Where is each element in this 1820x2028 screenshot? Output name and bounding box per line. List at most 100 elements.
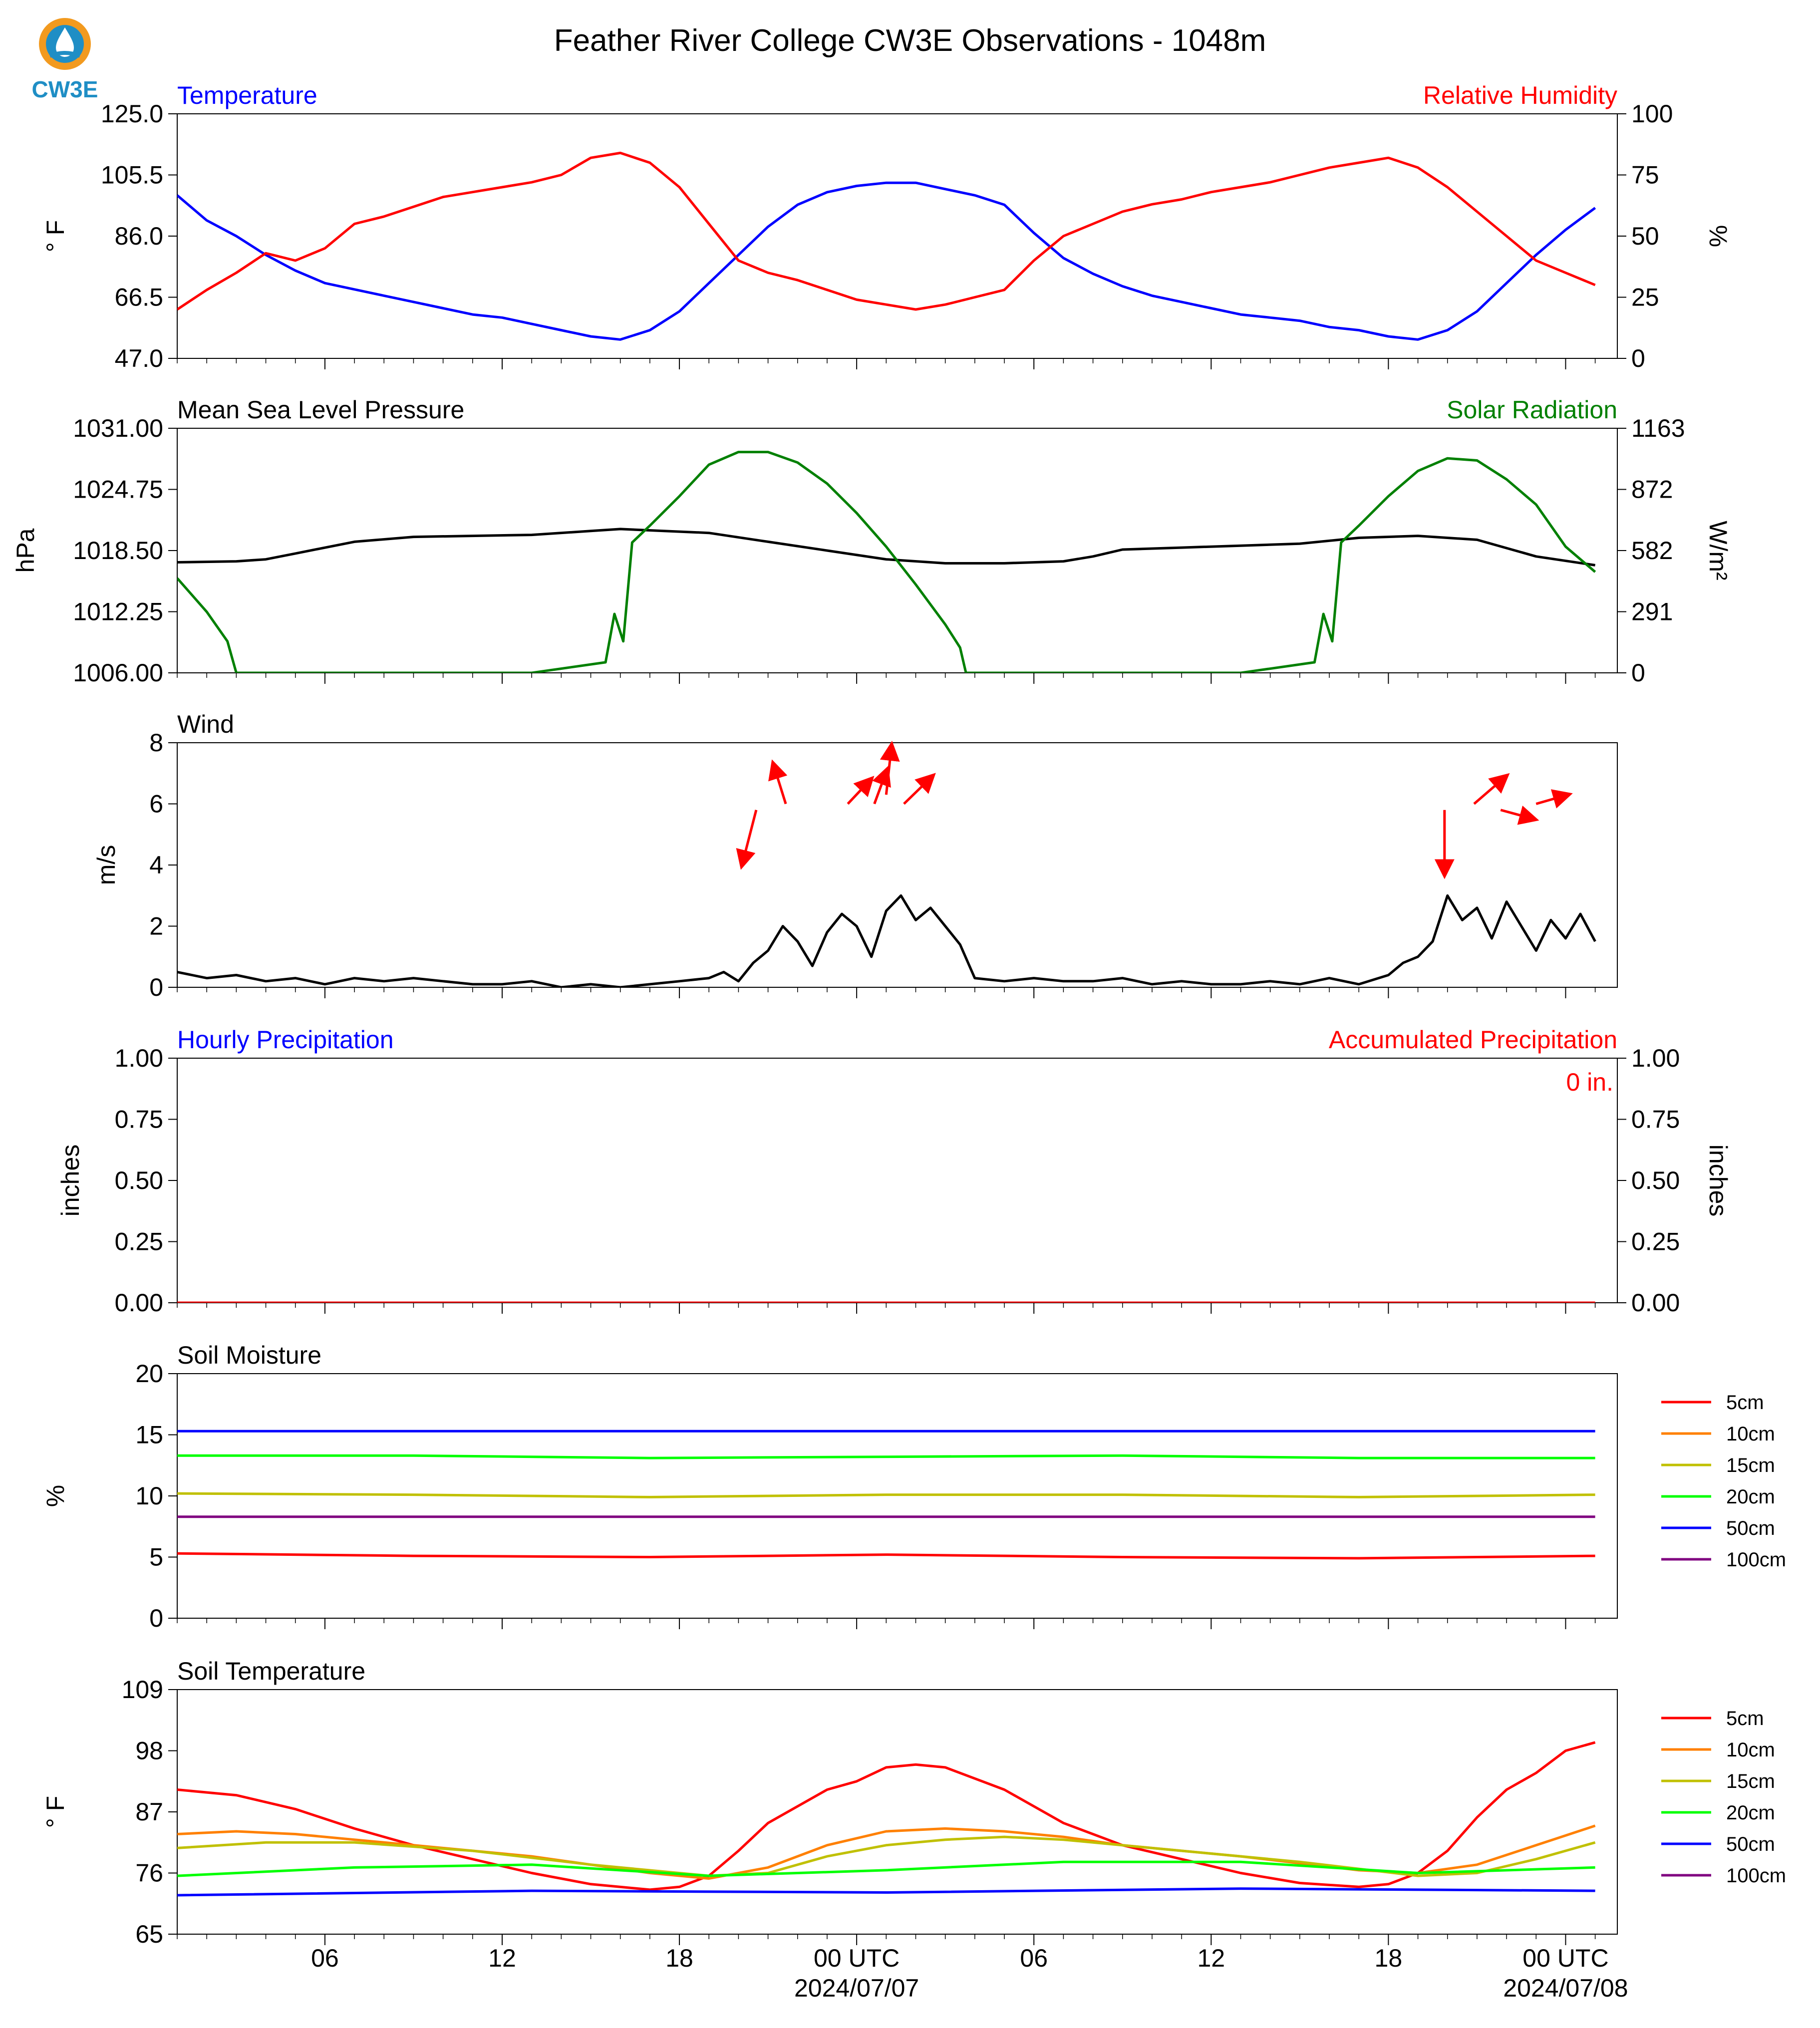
series-15cm-line (177, 1492, 1595, 1498)
panel-3: Wind 0 2 4 6 8 m/s (92, 710, 1618, 1001)
legend-label: 50cm (1726, 1517, 1775, 1539)
ytick-label-left: 0 (149, 1604, 163, 1632)
wind-arrow (903, 773, 936, 805)
panels: Temperature Relative Humidity 47.0 66.5 86.0… (11, 81, 1732, 1948)
ytick-label-left: 1012.25 (73, 598, 163, 626)
y-axis-label: m/s (92, 845, 120, 885)
series-20cm-line (177, 1860, 1595, 1877)
legend-label: 100cm (1726, 1865, 1786, 1887)
panel-1: Temperature Relative Humidity 47.0 66.5 86.0… (41, 81, 1732, 372)
panel-title-left: Soil Moisture (177, 1341, 321, 1369)
panel-6: Soil Temperature 65 76 87 98 109 ° F (41, 1657, 1618, 1948)
ytick-label-left: 47.0 (115, 344, 163, 372)
wind-arrow (1473, 773, 1510, 805)
ytick-label-right: 50 (1631, 222, 1659, 250)
figure-title: Feather River College CW3E Observations … (554, 23, 1266, 58)
ytick-label-left: 86.0 (115, 222, 163, 250)
ytick-label-left: 66.5 (115, 284, 163, 311)
legend-label: 5cm (1726, 1392, 1764, 1414)
date-label: 2024/07/07 (794, 1974, 919, 2002)
panel-title-left: Mean Sea Level Pressure (177, 396, 464, 424)
time-tick-label: 18 (665, 1944, 693, 1972)
ytick-label-right: 75 (1631, 161, 1659, 189)
logo-text: CW3E (32, 76, 98, 102)
series-20cm-line (177, 1454, 1595, 1459)
wind-arrow (872, 765, 891, 805)
panel-title-right: Accumulated Precipitation (1329, 1026, 1617, 1054)
soil-legend-2: 5cm 10cm 15cm 20cm 50cm 100cm (1661, 1708, 1786, 1887)
series-temperature-line (177, 181, 1596, 341)
ytick-label-left: 8 (149, 729, 163, 757)
time-tick-label: 00 UTC (814, 1944, 900, 1972)
series-wind-line (177, 894, 1596, 987)
ytick-label-right: 582 (1631, 537, 1673, 565)
ytick-label-left: 0 (149, 973, 163, 1001)
panel-2: Mean Sea Level Pressure Solar Radiation 10… (11, 396, 1732, 687)
ytick-label-right: 0.25 (1631, 1228, 1680, 1256)
ytick-label-left: 1024.75 (73, 476, 163, 504)
y-axis-label: % (41, 1485, 69, 1507)
y-axis-label: ° F (41, 1796, 69, 1828)
ytick-label-left: 15 (135, 1421, 163, 1449)
legend-label: 15cm (1726, 1454, 1775, 1476)
ytick-label-left: 10 (135, 1482, 163, 1510)
panel-5: Soil Moisture 0 5 10 15 20% (41, 1341, 1618, 1632)
ytick-label-right: 0 (1631, 659, 1645, 687)
time-tick-label: 06 (311, 1944, 339, 1972)
ytick-label-left: 1.00 (115, 1044, 163, 1072)
series-5cm-line (177, 1552, 1595, 1560)
ytick-label-left: 105.5 (101, 161, 163, 189)
ytick-label-left: 98 (135, 1737, 163, 1765)
panel-title-right: Solar Radiation (1447, 396, 1617, 424)
ytick-label-left: 20 (135, 1360, 163, 1388)
series-relative-humidity-line (177, 151, 1596, 311)
ytick-label-right: 1163 (1631, 414, 1685, 442)
legend-label: 20cm (1726, 1802, 1775, 1824)
ytick-label-left: 0.75 (115, 1106, 163, 1134)
ytick-label-right: 0.00 (1631, 1289, 1680, 1317)
y-axis-label: inches (56, 1145, 84, 1217)
time-tick-label: 00 UTC (1522, 1944, 1608, 1972)
ytick-label-left: 87 (135, 1798, 163, 1826)
legend-label: 10cm (1726, 1423, 1775, 1445)
wind-arrow (1500, 805, 1539, 825)
panel-title-left: Hourly Precipitation (177, 1026, 394, 1054)
ytick-label-left: 5 (149, 1543, 163, 1571)
ytick-label-left: 1031.00 (73, 414, 163, 442)
legend-label: 10cm (1726, 1739, 1775, 1761)
ytick-label-right: 0.75 (1631, 1106, 1680, 1134)
series-group (177, 894, 1596, 987)
wind-arrow (847, 776, 875, 805)
series-15cm-line (177, 1835, 1596, 1877)
panel-4: Hourly Precipitation Accumulated Precipit… (56, 1026, 1732, 1317)
ytick-label-right: 100 (1631, 100, 1673, 128)
legend-label: 15cm (1726, 1770, 1775, 1792)
panel-title-left: Wind (177, 710, 234, 738)
panel-title-right: Relative Humidity (1423, 81, 1617, 109)
accumulated-precip-annotation: 0 in. (1566, 1068, 1613, 1096)
wind-arrow (768, 759, 788, 805)
time-tick-label: 12 (488, 1944, 516, 1972)
series-mean-sea-level-pressure-line (177, 528, 1595, 567)
legend-label: 20cm (1726, 1486, 1775, 1508)
time-tick-label: 12 (1197, 1944, 1225, 1972)
series-group (177, 1741, 1596, 1897)
ytick-label-left: 125.0 (101, 100, 163, 128)
ytick-label-right: 0 (1631, 344, 1645, 372)
ytick-label-left: 65 (135, 1920, 163, 1948)
y-axis-label-right: % (1704, 225, 1732, 247)
wind-arrow (880, 741, 900, 795)
wind-arrow (1535, 789, 1573, 809)
legend-label: 5cm (1726, 1708, 1764, 1730)
time-tick-label: 06 (1020, 1944, 1048, 1972)
series-group (177, 451, 1596, 673)
ytick-label-left: 6 (149, 790, 163, 818)
legend-label: 50cm (1726, 1833, 1775, 1855)
ytick-label-right: 291 (1631, 598, 1673, 626)
series-5cm-line (177, 1741, 1596, 1891)
cw3e-logo: CW3E (32, 18, 98, 102)
y-axis-label-right: W/m² (1704, 521, 1732, 580)
series-group (177, 1430, 1595, 1560)
soil-legend-1: 5cm 10cm 15cm 20cm 50cm 100cm (1661, 1392, 1786, 1571)
